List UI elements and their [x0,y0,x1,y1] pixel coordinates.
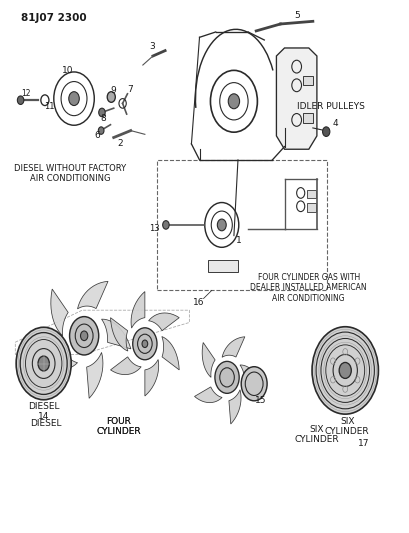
Text: IDLER PULLEYS: IDLER PULLEYS [296,102,364,111]
Polygon shape [148,313,179,330]
Polygon shape [239,365,261,387]
Text: 9: 9 [110,86,116,95]
Polygon shape [86,352,103,398]
FancyBboxPatch shape [302,113,312,123]
Text: 14: 14 [38,413,49,421]
Polygon shape [202,343,215,377]
Polygon shape [222,337,244,357]
Circle shape [107,92,115,102]
Polygon shape [51,289,68,336]
Polygon shape [77,281,108,309]
Text: 7: 7 [127,85,133,94]
Text: 2: 2 [117,140,123,148]
Text: 1: 1 [236,237,241,245]
Circle shape [69,92,79,106]
Text: 16: 16 [193,298,204,307]
Text: 8: 8 [100,115,106,123]
Polygon shape [162,336,179,370]
Circle shape [217,219,226,231]
Polygon shape [144,360,158,396]
Circle shape [16,327,71,400]
Polygon shape [110,318,128,351]
Circle shape [70,317,99,355]
Circle shape [322,127,329,136]
FancyBboxPatch shape [306,190,315,198]
Text: 12: 12 [21,89,30,98]
FancyBboxPatch shape [207,260,237,272]
Circle shape [338,362,351,378]
Text: 17: 17 [357,439,368,448]
Circle shape [162,221,169,229]
Polygon shape [276,48,316,149]
Circle shape [311,327,378,414]
Text: FOUR CYLINDER GAS WITH
DEALER INSTALLED AMERICAN
AIR CONDITIONING: FOUR CYLINDER GAS WITH DEALER INSTALLED … [250,273,366,303]
Circle shape [38,356,49,371]
Polygon shape [40,349,77,370]
Text: 15: 15 [254,397,265,405]
Text: 5: 5 [293,12,299,20]
Text: SIX
CYLINDER: SIX CYLINDER [324,417,369,436]
FancyBboxPatch shape [306,203,315,212]
Text: DIESEL: DIESEL [28,402,59,410]
Circle shape [99,108,105,117]
Text: DIESEL: DIESEL [30,419,61,428]
Circle shape [214,361,238,393]
Circle shape [98,127,104,134]
Circle shape [240,367,266,401]
Circle shape [142,340,147,348]
Text: 10: 10 [62,66,74,75]
Text: FOUR
CYLINDER: FOUR CYLINDER [96,417,141,436]
Polygon shape [110,357,141,375]
Text: 6: 6 [94,131,100,140]
Text: SIX
CYLINDER: SIX CYLINDER [294,425,338,444]
Polygon shape [228,390,240,424]
FancyBboxPatch shape [302,76,312,85]
Polygon shape [131,292,144,328]
Polygon shape [194,387,222,402]
Text: 4: 4 [331,119,337,128]
Text: DIESEL WITHOUT FACTORY
AIR CONDITIONING: DIESEL WITHOUT FACTORY AIR CONDITIONING [14,164,126,183]
Circle shape [133,328,157,360]
Circle shape [80,331,88,341]
Text: 81J07 2300: 81J07 2300 [21,13,87,22]
Text: FOUR
CYLINDER: FOUR CYLINDER [96,417,141,436]
Circle shape [228,94,239,109]
Text: 13: 13 [149,224,160,232]
Circle shape [17,96,24,104]
Text: 3: 3 [148,43,154,51]
Polygon shape [101,319,130,349]
Text: 11: 11 [44,102,54,111]
